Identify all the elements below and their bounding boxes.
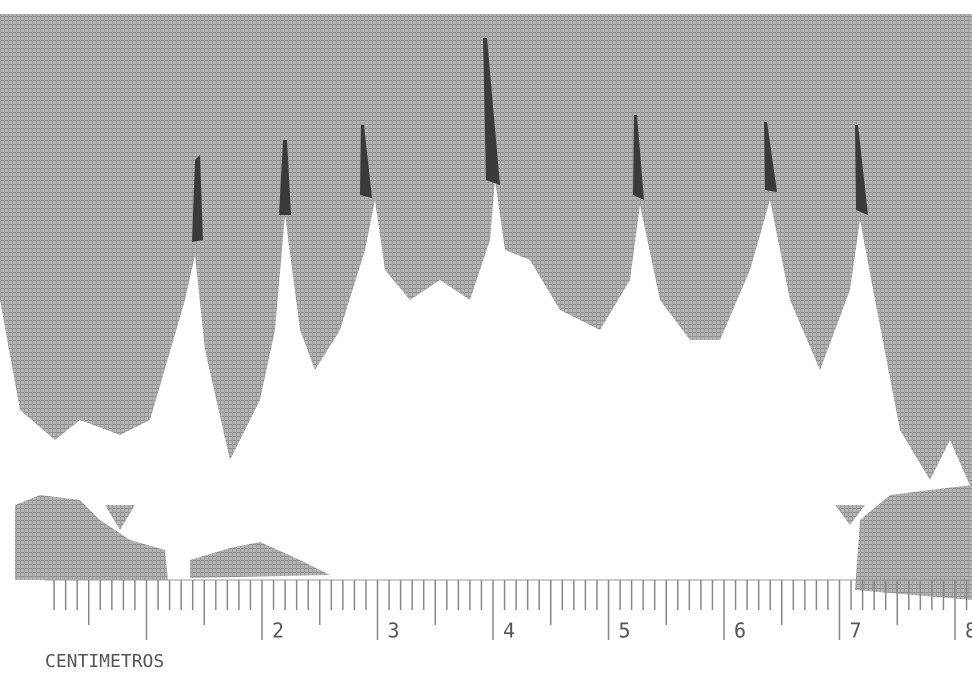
ruler-number: 8 [965,619,972,643]
ruler-number: 4 [503,619,515,643]
ruler-label: CENTIMETROS [45,651,164,672]
ruler-number: 2 [272,619,284,643]
ruler-ticks [53,580,968,640]
ruler-number: 3 [387,619,399,643]
top-edge [0,0,972,14]
ruler-number: 6 [734,619,746,643]
ruler-number: 5 [618,619,630,643]
dark-streaks [192,38,868,242]
bottom-blobs [15,485,972,600]
ruler-number: 7 [849,619,861,643]
